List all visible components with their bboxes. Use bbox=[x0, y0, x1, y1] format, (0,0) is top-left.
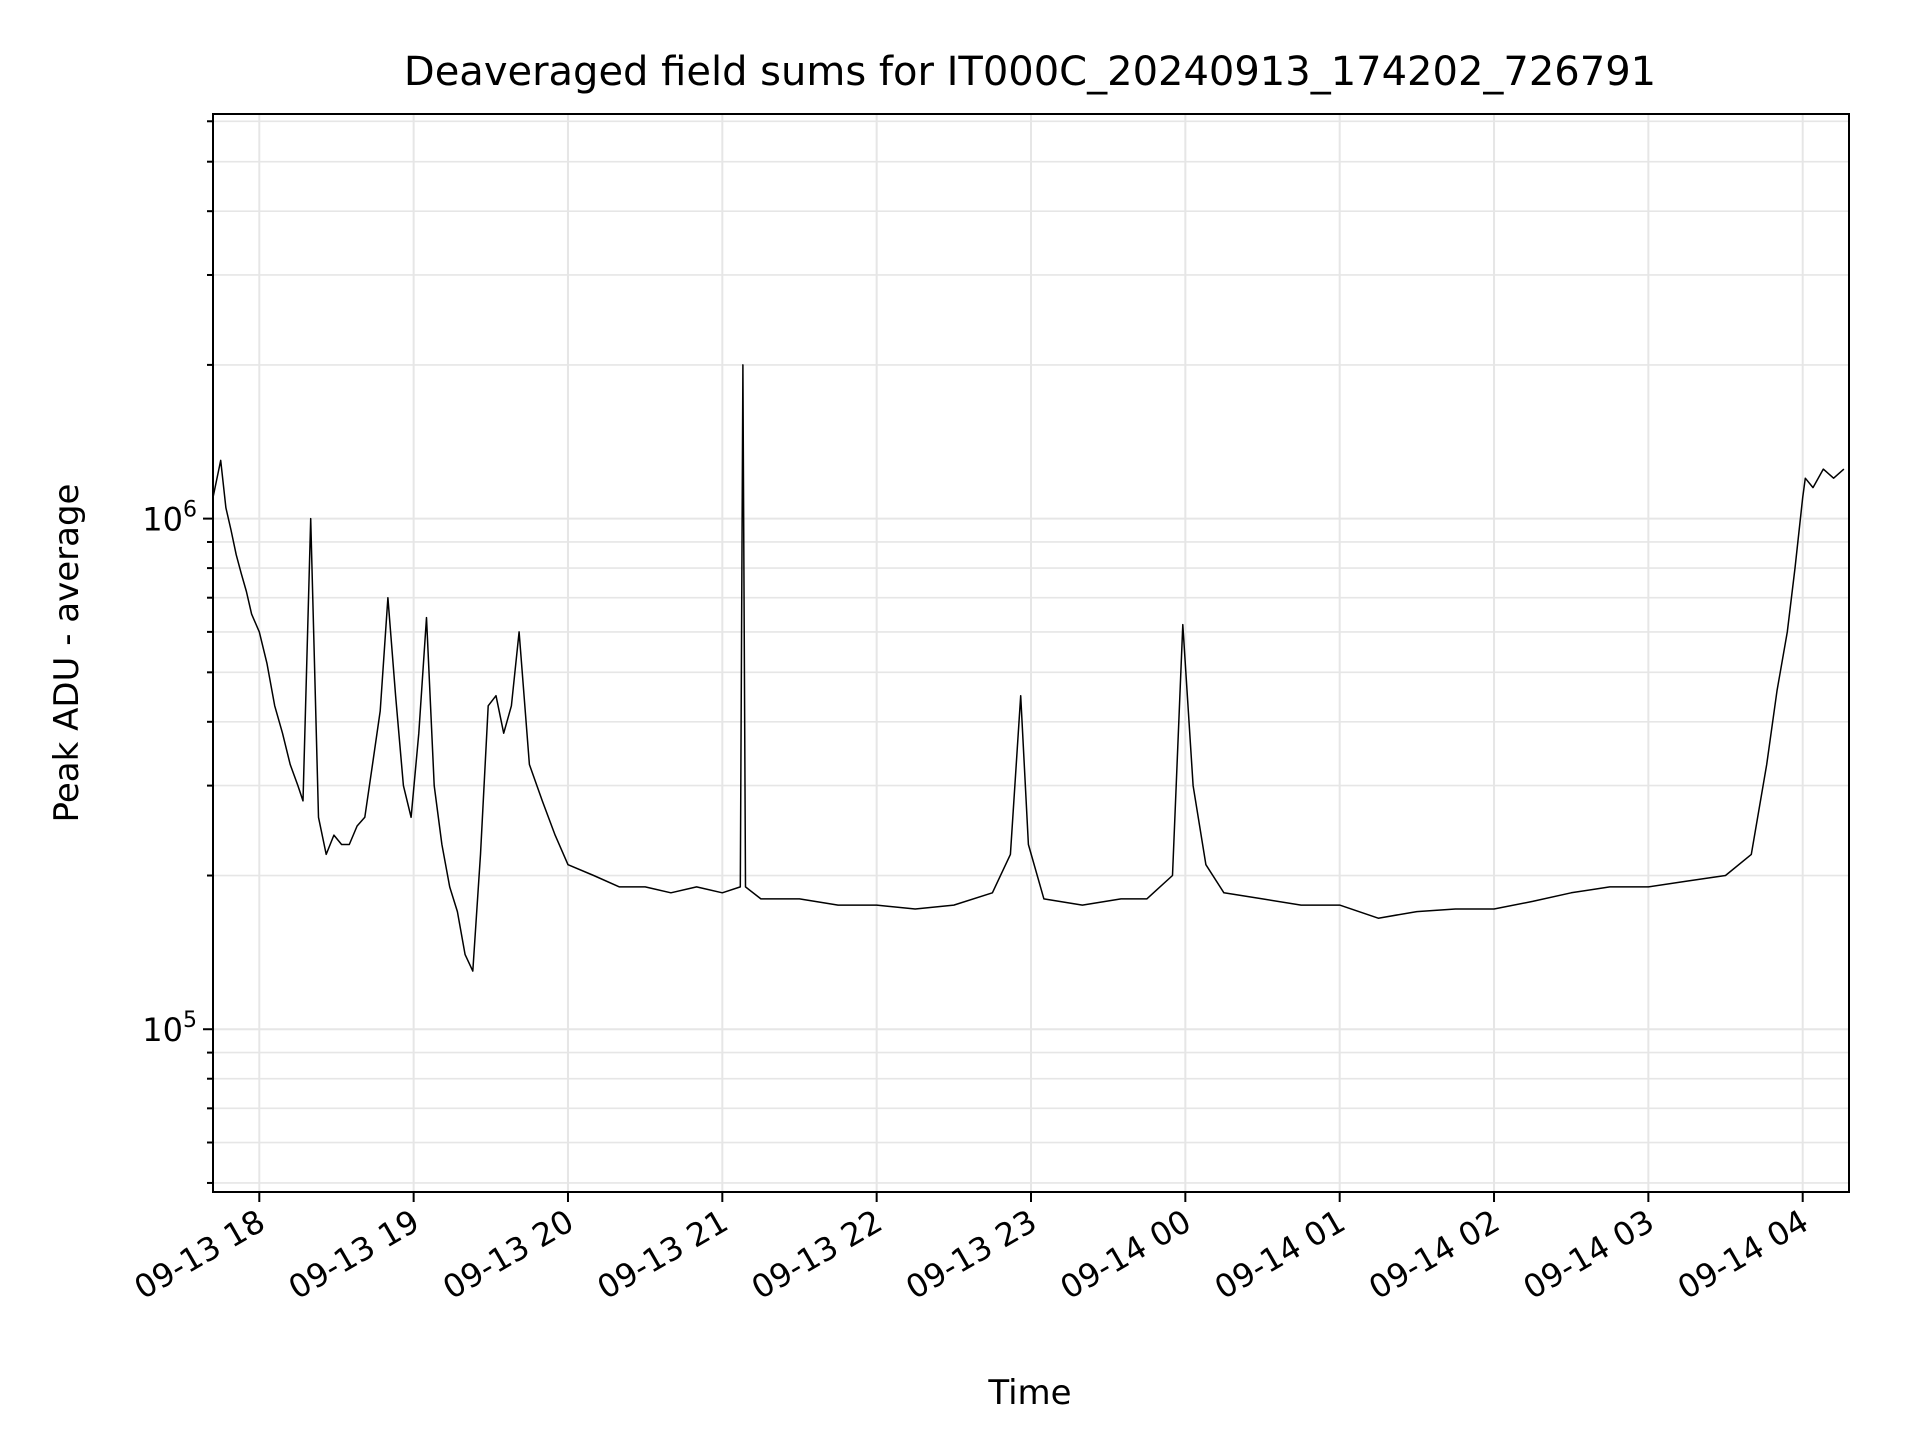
y-axis-ticks: 105 106 bbox=[142, 120, 213, 1184]
x-axis-label: Time bbox=[987, 1373, 1071, 1413]
grid-lines bbox=[213, 114, 1849, 1192]
y-tick-label: 105 bbox=[142, 1008, 197, 1049]
data-series bbox=[212, 364, 1845, 972]
series-line bbox=[212, 364, 1845, 972]
y-tick-label: 106 bbox=[142, 498, 197, 539]
y-axis-label: Peak ADU - average bbox=[47, 484, 87, 823]
chart-title: Deaveraged field sums for IT000C_2024091… bbox=[404, 49, 1656, 95]
